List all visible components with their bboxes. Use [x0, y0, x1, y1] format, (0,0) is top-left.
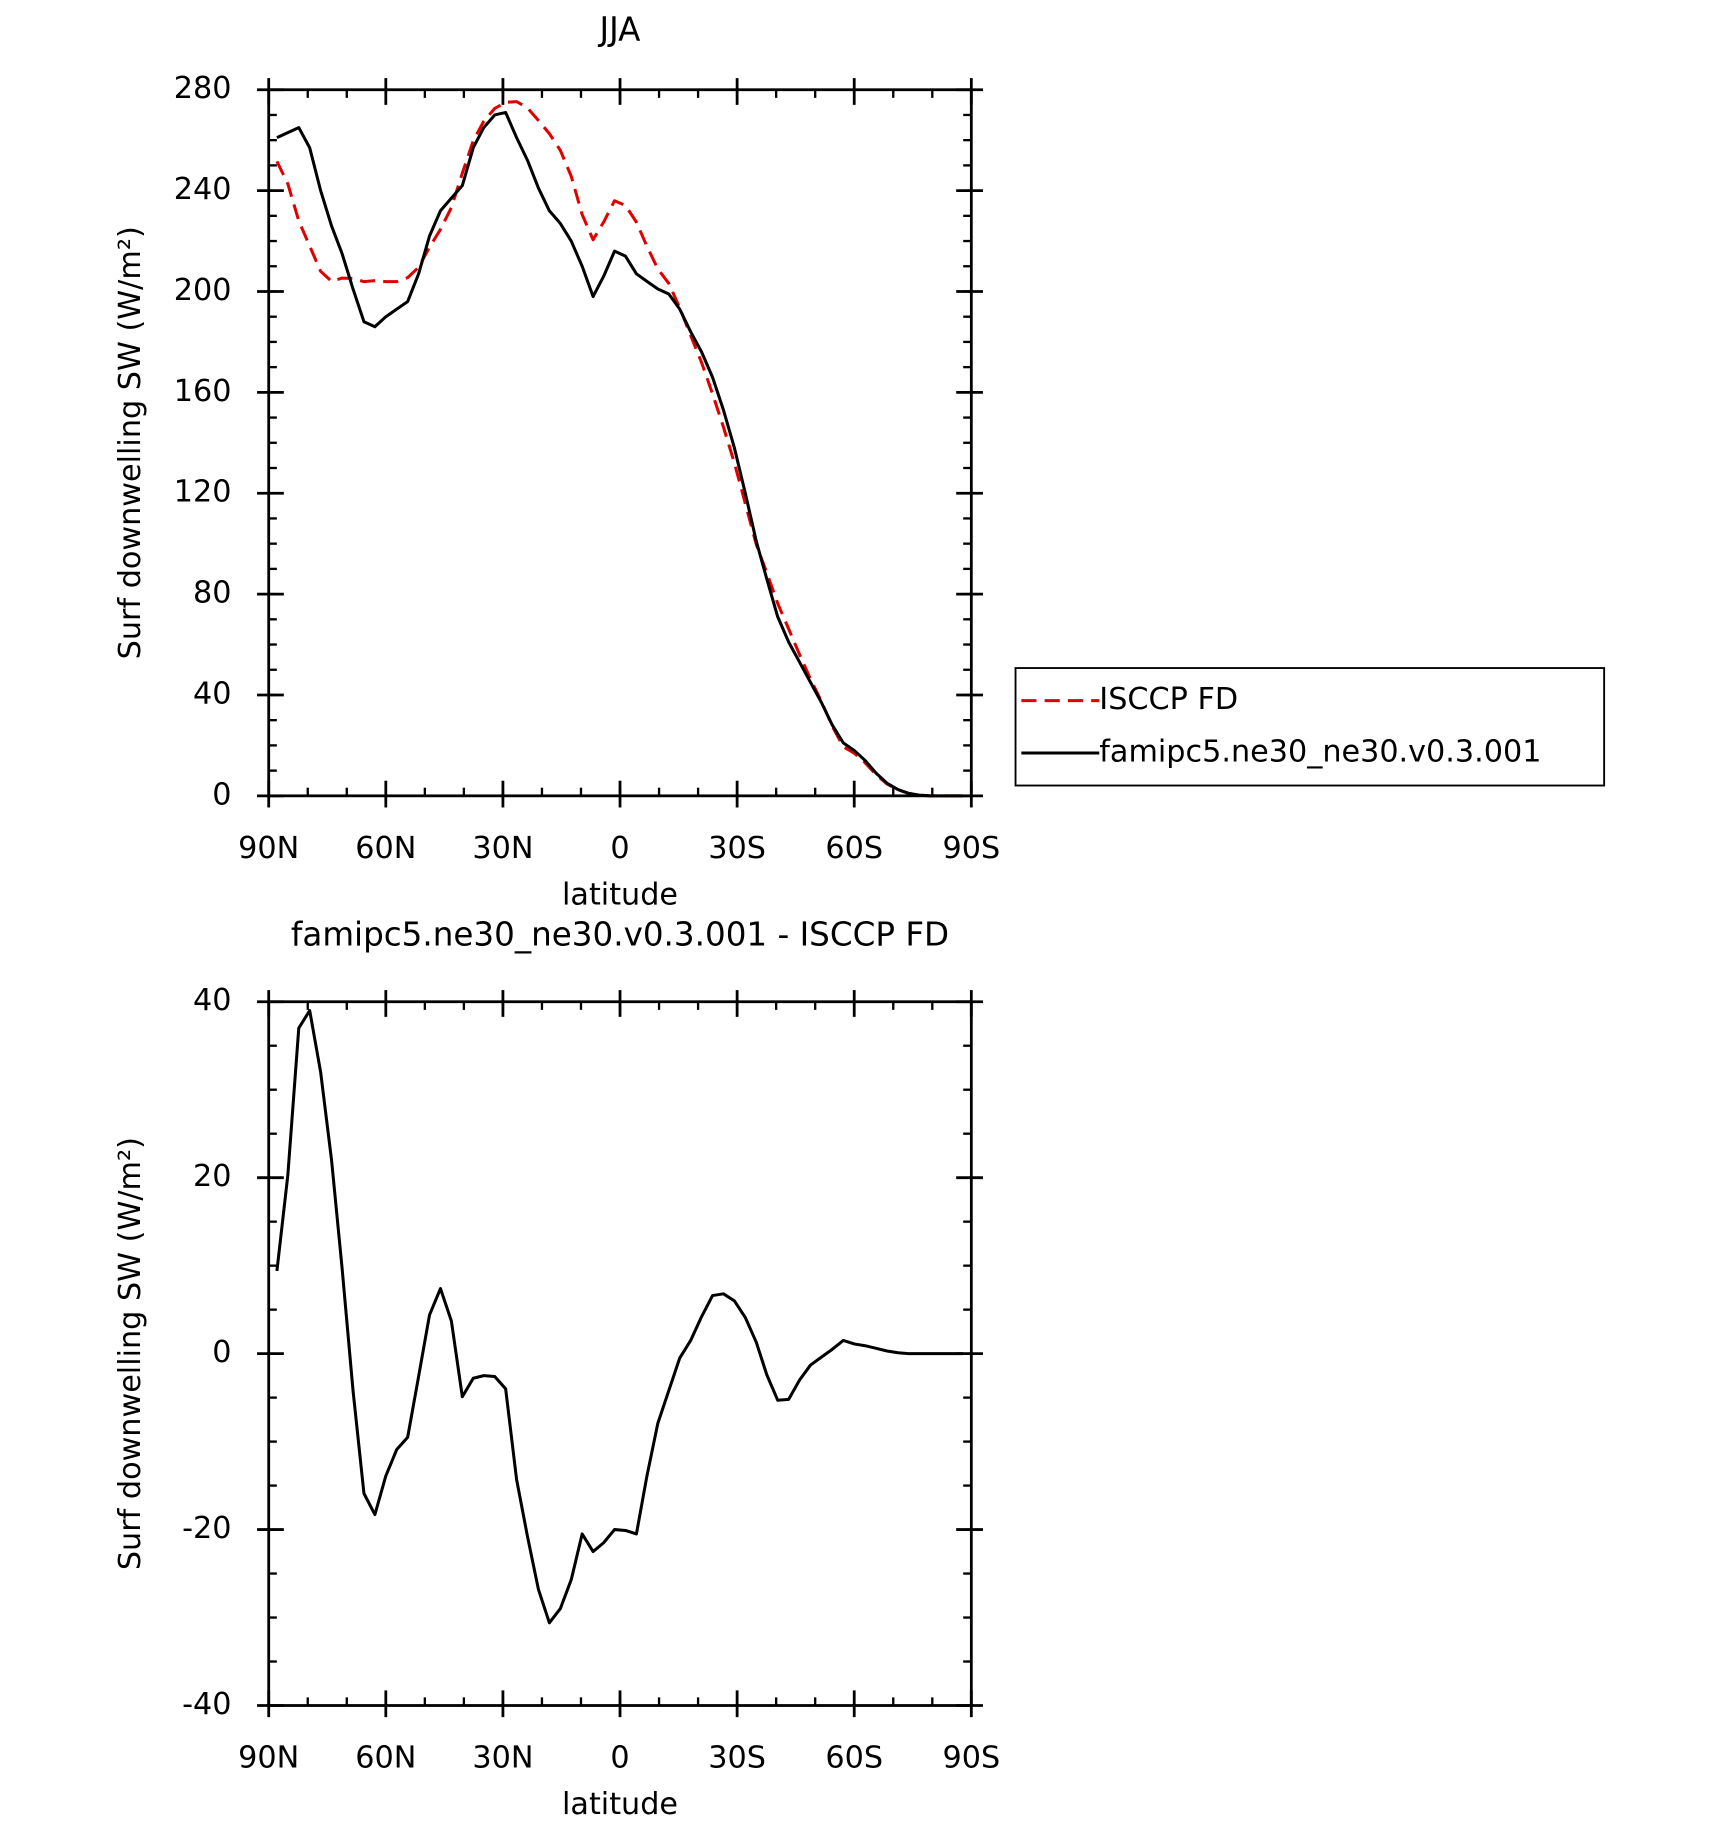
y-tick-label: 120: [174, 475, 232, 510]
data-line: [275, 1009, 964, 1625]
x-tick-label: 0: [610, 1741, 629, 1776]
x-tick-label: 60S: [825, 831, 883, 866]
y-tick-label: -40: [182, 1687, 231, 1722]
y-tick-label: 240: [174, 172, 232, 207]
y-tick-label: 160: [174, 374, 232, 409]
plot-frame: [267, 88, 973, 798]
y-tick-label: 200: [174, 273, 232, 308]
y-tick-label: 40: [193, 676, 231, 711]
x-tick-label: 30S: [708, 831, 766, 866]
x-tick-label: 90N: [238, 1741, 299, 1776]
legend-box: [1014, 667, 1606, 787]
x-tick-label: 30S: [708, 1741, 766, 1776]
plot-frame: [267, 1000, 973, 1707]
x-tick-label: 30N: [472, 1741, 533, 1776]
x-axis-label: latitude: [562, 877, 678, 912]
y-tick-label: 20: [193, 1159, 231, 1194]
y-tick-label: 40: [193, 983, 231, 1018]
legend-label: ISCCP FD: [1099, 682, 1238, 717]
x-tick-label: 90S: [942, 1741, 1000, 1776]
y-tick-label: 280: [174, 71, 232, 106]
y-axis-label: Surf downwelling SW (W/m²): [113, 1137, 148, 1570]
x-axis-label: latitude: [562, 1787, 678, 1822]
y-tick-label: 80: [193, 576, 231, 611]
x-tick-label: 90N: [238, 831, 299, 866]
chart-title: famipc5.ne30_ne30.v0.3.001 - ISCCP FD: [291, 916, 949, 954]
y-tick-label: 0: [212, 1335, 231, 1370]
x-tick-label: 60N: [355, 831, 416, 866]
data-line: [275, 100, 964, 798]
y-axis-label: Surf downwelling SW (W/m²): [113, 226, 148, 659]
y-tick-label: -20: [182, 1511, 231, 1546]
chart-title: JJA: [598, 11, 641, 49]
x-tick-label: 30N: [472, 831, 533, 866]
legend-label: famipc5.ne30_ne30.v0.3.001: [1099, 734, 1541, 769]
x-tick-label: 60N: [355, 1741, 416, 1776]
y-tick-label: 0: [212, 777, 231, 812]
x-tick-label: 90S: [942, 831, 1000, 866]
x-tick-label: 0: [610, 831, 629, 866]
x-tick-label: 60S: [825, 1741, 883, 1776]
data-line: [276, 110, 964, 798]
